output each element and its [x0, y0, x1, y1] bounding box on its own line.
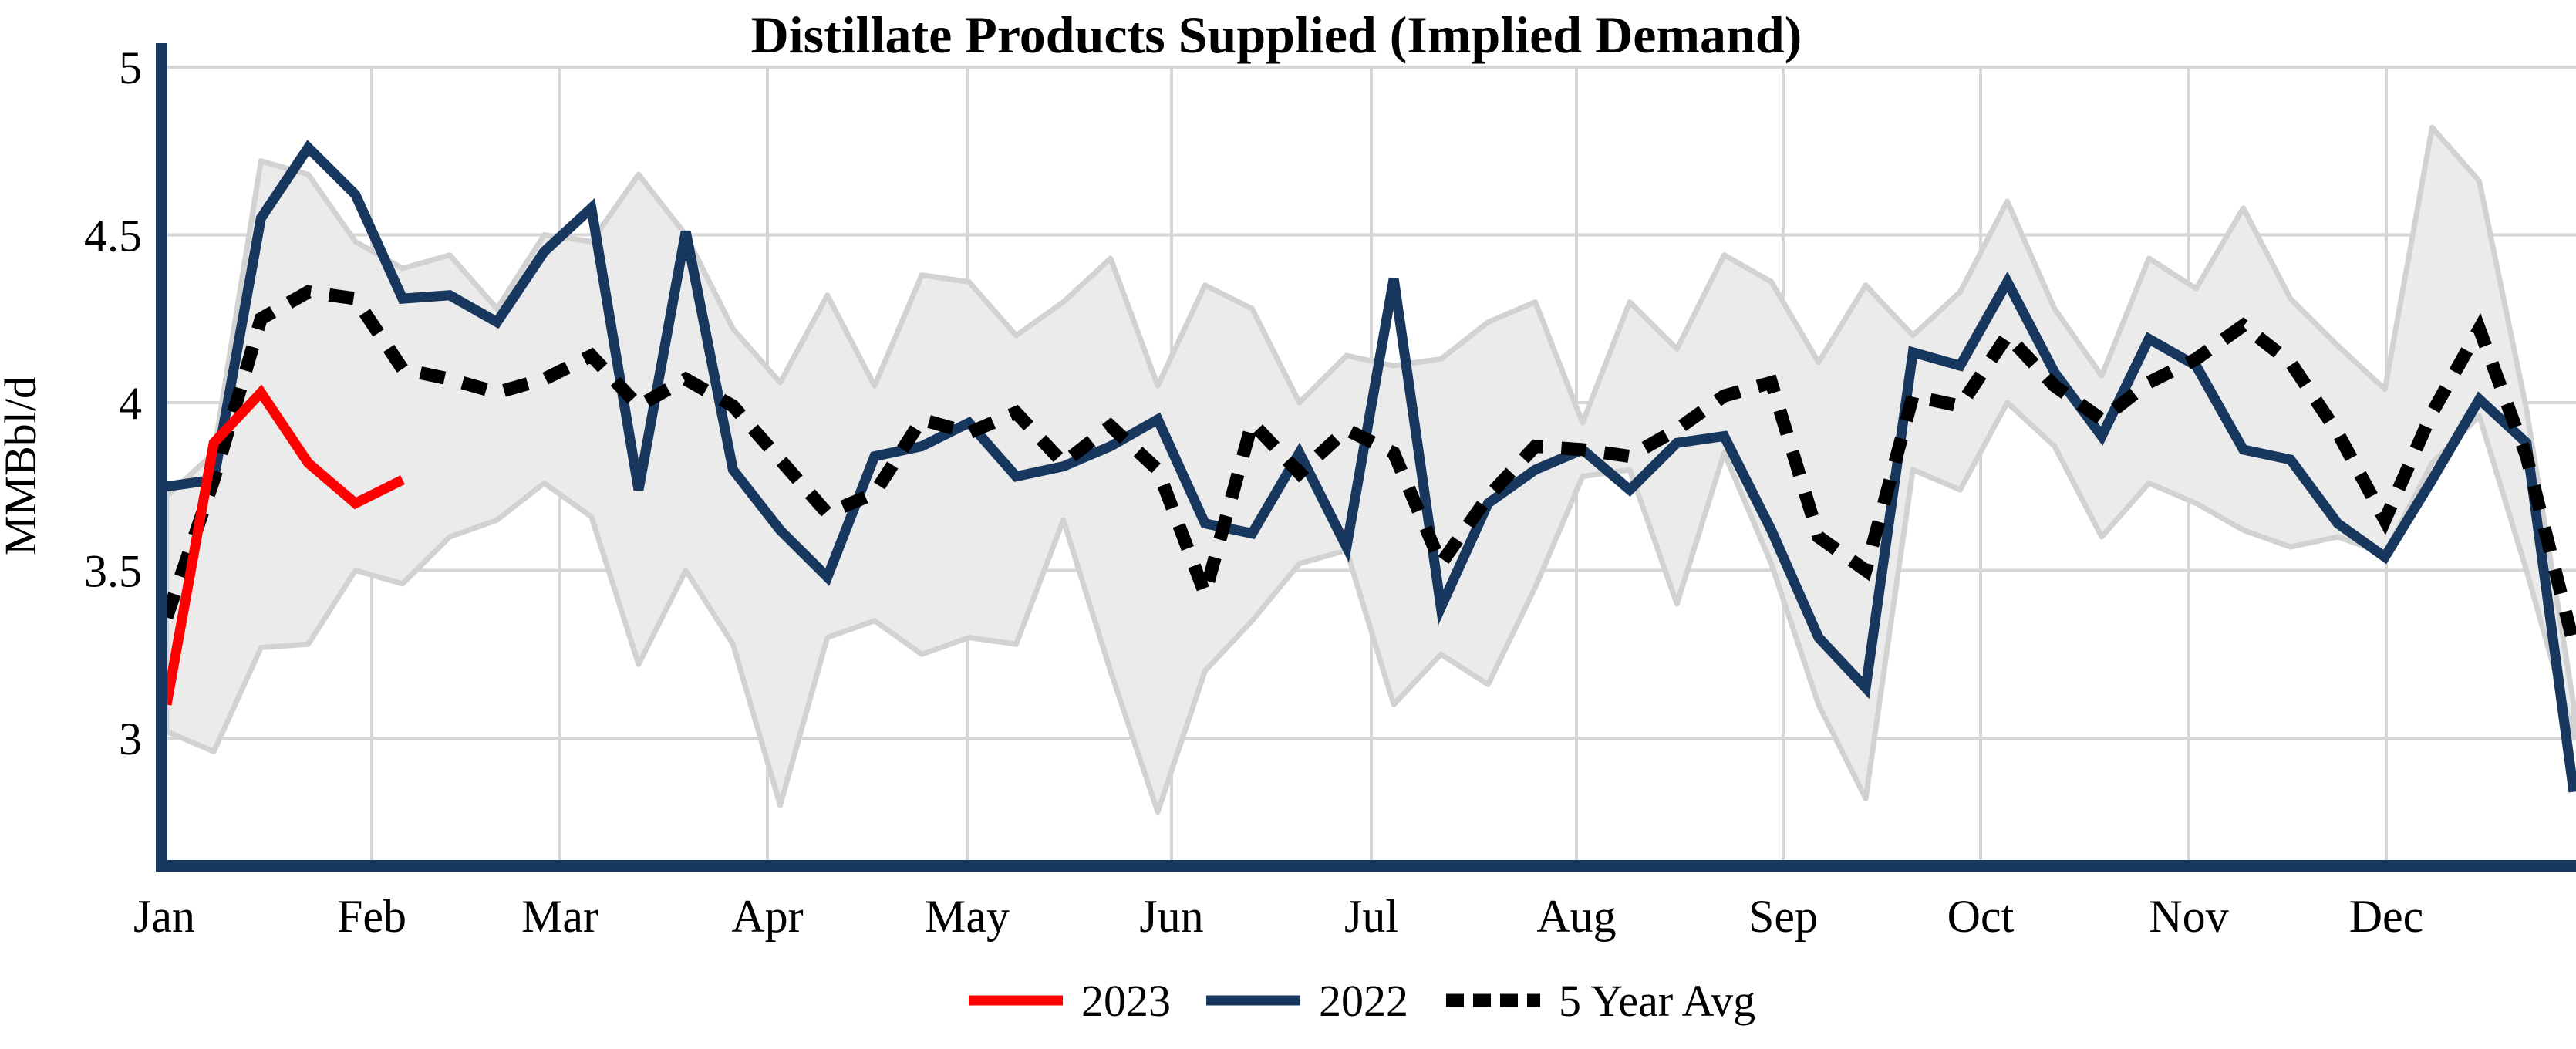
x-axis-line — [156, 860, 2576, 872]
legend: 2023 2022 5 Year Avg — [969, 976, 1755, 1026]
data-series — [160, 140, 2576, 793]
y-tick-labels: 5 4.5 4 3.5 3 — [84, 42, 142, 764]
line-2022 — [166, 140, 2576, 793]
y-tick-label: 4.5 — [84, 211, 142, 261]
axes — [156, 43, 2576, 872]
five-year-range-area — [164, 124, 2576, 815]
legend-item-5-year-avg: 5 Year Avg — [1446, 976, 1755, 1026]
x-tick-label-oct: Oct — [1947, 891, 2015, 942]
x-tick-label-may: May — [925, 891, 1010, 942]
x-tick-label-jul: Jul — [1344, 891, 1398, 942]
x-tick-label-jan: Jan — [133, 891, 195, 942]
x-tick-label-mar: Mar — [521, 891, 598, 942]
chart-title: Distillate Products Supplied (Implied De… — [751, 5, 1802, 64]
y-tick-label: 3.5 — [84, 546, 142, 597]
x-tick-label-apr: Apr — [731, 891, 803, 942]
line-2023 — [161, 384, 405, 706]
y-tick-label: 4 — [119, 378, 142, 429]
x-tick-label-jun: Jun — [1139, 891, 1203, 942]
x-tick-label-sep: Sep — [1748, 891, 1818, 942]
five-year-range-band — [164, 124, 2576, 815]
x-tick-labels: Jan Feb Mar Apr May Jun Jul Aug Sep Oct Nov Dec — [133, 891, 2423, 942]
legend-item-2022: 2022 — [1206, 976, 1408, 1026]
legend-item-2023: 2023 — [969, 976, 1171, 1026]
legend-label: 2023 — [1081, 976, 1171, 1026]
y-axis-label: MMBbl/d — [0, 376, 46, 555]
y-tick-label: 5 — [119, 42, 142, 93]
legend-label: 5 Year Avg — [1559, 976, 1755, 1026]
x-tick-label-aug: Aug — [1536, 891, 1616, 942]
y-tick-label: 3 — [119, 713, 142, 764]
y-axis-line — [156, 43, 167, 872]
x-tick-label-dec: Dec — [2349, 891, 2424, 942]
x-tick-label-feb: Feb — [337, 891, 406, 942]
line-5-year-avg — [160, 285, 2576, 646]
x-tick-label-nov: Nov — [2149, 891, 2228, 942]
legend-label: 2022 — [1319, 976, 1408, 1026]
